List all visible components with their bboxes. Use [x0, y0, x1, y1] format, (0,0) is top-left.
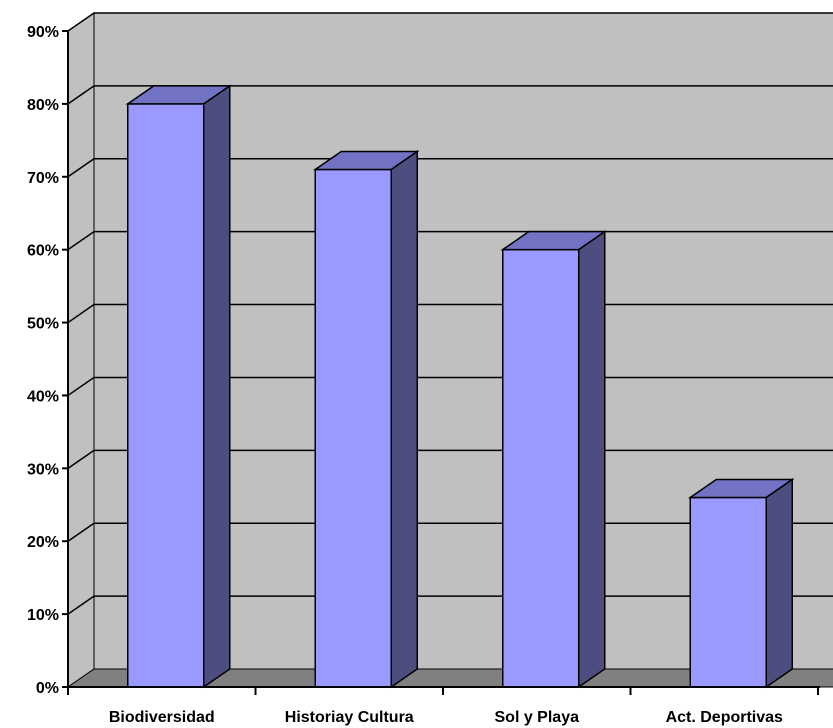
- y-tick-label: 40%: [27, 388, 59, 405]
- x-category-label: Act. Deportivas: [666, 709, 783, 726]
- y-tick-label: 70%: [27, 170, 59, 187]
- y-tick-label: 20%: [27, 534, 59, 551]
- y-tick-label: 90%: [27, 24, 59, 41]
- bar-side: [203, 84, 231, 689]
- y-tick-label: 10%: [27, 607, 59, 624]
- bar: [687, 478, 795, 689]
- y-tick-label: 80%: [27, 97, 59, 114]
- bar-side: [390, 150, 418, 689]
- bar-side: [578, 230, 606, 689]
- y-tick-label: 60%: [27, 243, 59, 260]
- y-tick-label: 30%: [27, 461, 59, 478]
- bar-front: [689, 496, 767, 688]
- side-wall: [67, 12, 95, 688]
- y-tick-label: 50%: [27, 316, 59, 333]
- x-category-label: Sol y Playa: [495, 709, 580, 726]
- y-tick-label: 0%: [36, 680, 59, 697]
- bar: [500, 230, 608, 689]
- bar-front: [314, 168, 392, 688]
- bar: [312, 150, 420, 689]
- bar: [125, 84, 233, 689]
- y-tick-labels: 0% 10% 20% 30% 40% 50% 60% 70% 80% 90%: [27, 24, 59, 697]
- bars: [125, 84, 795, 689]
- gridline: [67, 158, 833, 178]
- x-category-label: Biodiversidad: [109, 709, 215, 726]
- x-category-labels: Biodiversidad Historiay Cultura Sol y Play…: [109, 709, 783, 726]
- axes: [62, 30, 820, 695]
- gridline: [67, 12, 833, 32]
- bar-front: [502, 248, 580, 688]
- bar-front: [127, 103, 205, 688]
- x-category-label: Historiay Cultura: [285, 709, 414, 726]
- bar-side: [765, 478, 793, 689]
- gridline: [67, 85, 833, 105]
